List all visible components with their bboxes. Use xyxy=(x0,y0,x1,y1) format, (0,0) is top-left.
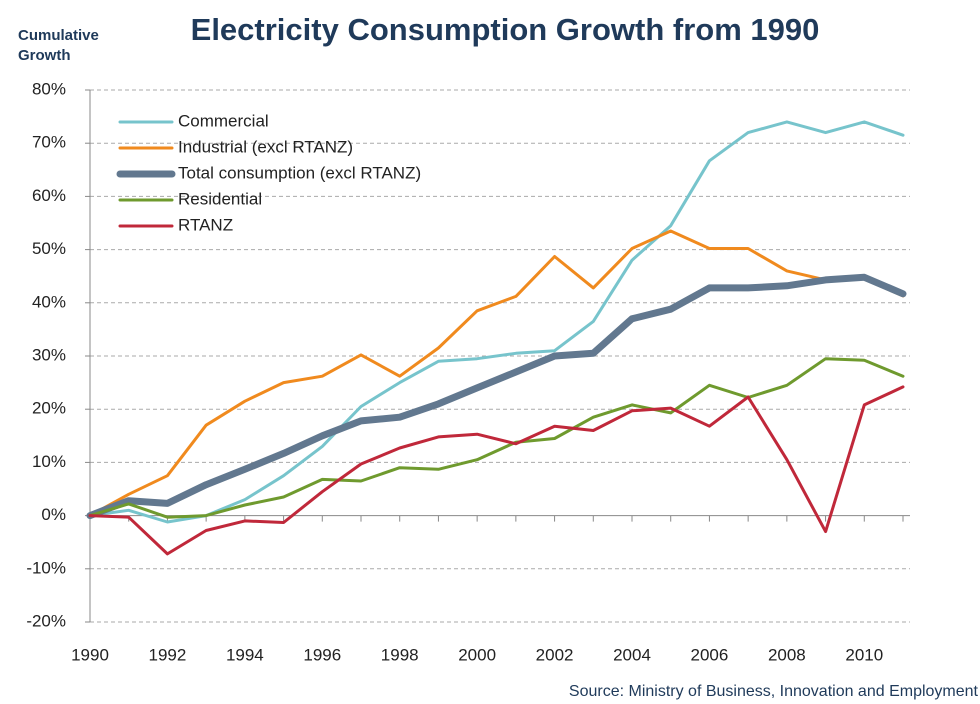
y-tick-label: 40% xyxy=(32,292,66,311)
series-line xyxy=(88,385,905,556)
legend-label: Residential xyxy=(178,189,262,208)
series-line xyxy=(88,357,905,519)
chart-title: Electricity Consumption Growth from 1990 xyxy=(191,12,820,47)
x-tick-label: 1992 xyxy=(149,645,187,664)
series-line xyxy=(88,120,905,524)
x-tick-label: 2006 xyxy=(691,645,729,664)
x-tick-label: 1996 xyxy=(303,645,341,664)
x-tick-label: 2000 xyxy=(458,645,496,664)
x-tick-label: 1998 xyxy=(381,645,419,664)
y-tick-label: 70% xyxy=(32,133,66,152)
y-tick-label: 0% xyxy=(41,505,66,524)
y-tick-label: -20% xyxy=(26,611,66,630)
y-axis-label: Cumulative Growth xyxy=(18,27,99,64)
y-tick-label: 20% xyxy=(32,399,66,418)
x-tick-label: 2008 xyxy=(768,645,806,664)
legend-label: RTANZ xyxy=(178,215,233,234)
legend-label: Commercial xyxy=(178,111,269,130)
y-tick-label: 50% xyxy=(32,239,66,258)
series-line xyxy=(88,229,905,518)
series-line xyxy=(86,273,907,520)
x-tick-label: 2010 xyxy=(845,645,883,664)
y-tick-label: 30% xyxy=(32,345,66,364)
y-tick-label: 60% xyxy=(32,186,66,205)
x-tick-label: 2004 xyxy=(613,645,651,664)
y-tick-label: 10% xyxy=(32,452,66,471)
x-tick-label: 1990 xyxy=(71,645,109,664)
x-tick-label: 1994 xyxy=(226,645,264,664)
legend-label: Industrial (excl RTANZ) xyxy=(178,137,353,156)
legend-label: Total consumption (excl RTANZ) xyxy=(178,163,421,182)
x-tick-label: 2002 xyxy=(536,645,574,664)
y-tick-label: 80% xyxy=(32,79,66,98)
source: Source: Ministry of Business, Innovation… xyxy=(569,683,979,700)
y-tick-label: -10% xyxy=(26,558,66,577)
